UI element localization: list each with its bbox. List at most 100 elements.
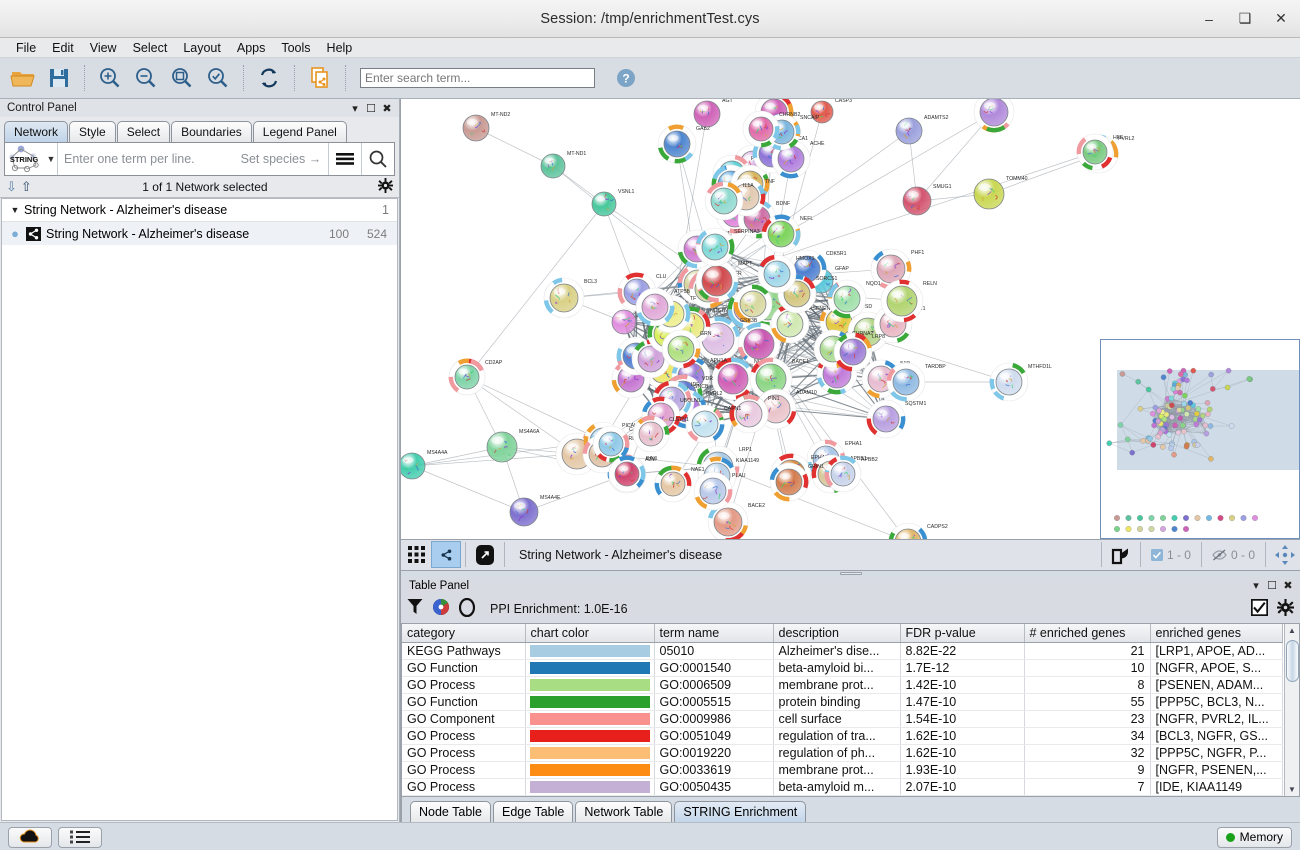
hamburger-icon[interactable] [329, 143, 361, 175]
network-node[interactable]: ADAMTS2 [895, 115, 949, 145]
network-node[interactable]: BACE2 [707, 501, 765, 540]
network-node[interactable]: APOA1 [973, 99, 1031, 133]
network-node[interactable]: MAPT [695, 259, 753, 303]
network-node[interactable]: HFE [1076, 133, 1124, 171]
tab-select[interactable]: Select [116, 121, 171, 142]
menu-apps[interactable]: Apps [236, 40, 266, 55]
menu-edit[interactable]: Edit [52, 40, 74, 55]
menu-layout[interactable]: Layout [183, 40, 221, 55]
node-circle[interactable] [839, 338, 867, 366]
node-circle[interactable] [892, 368, 920, 396]
network-tree-group-row[interactable]: ▼ String Network - Alzheimer's disease 1 [2, 199, 397, 222]
menu-file[interactable]: File [16, 40, 37, 55]
node-circle[interactable] [701, 265, 733, 297]
memory-status-button[interactable]: Memory [1216, 826, 1292, 848]
node-circle[interactable] [598, 431, 624, 457]
network-node[interactable]: IL1A [704, 181, 754, 221]
string-term-input[interactable]: Enter one term per line. Set species → [58, 152, 328, 166]
maximize-icon[interactable]: ❑ [1238, 10, 1252, 26]
table-panel-dropdown-icon[interactable]: ▾ [1253, 580, 1259, 592]
col-chart-color[interactable]: chart color [525, 623, 655, 643]
network-canvas[interactable]: MT-ND2 MT-ND1 VSNL1 CD2AP MS4A6A MS4A4A MS4A4E… [400, 99, 1300, 541]
network-node[interactable]: NOTCH1 [711, 357, 775, 401]
table-vertical-scrollbar[interactable]: ▲ ▼ [1284, 623, 1299, 796]
zoom-selected-icon[interactable] [201, 61, 235, 95]
col-enriched-genes[interactable]: enriched genes [1150, 623, 1283, 643]
network-graph[interactable]: MT-ND2 MT-ND1 VSNL1 CD2AP MS4A6A MS4A4A MS4A4E… [401, 99, 1300, 540]
node-circle[interactable] [549, 283, 579, 313]
node-circle[interactable] [979, 99, 1009, 127]
node-circle[interactable] [739, 290, 767, 318]
network-node[interactable]: MS4A4A [401, 450, 448, 480]
menu-view[interactable]: View [89, 40, 117, 55]
menu-select[interactable]: Select [132, 40, 168, 55]
network-node[interactable]: PLAU [693, 471, 746, 511]
network-node[interactable]: SERPINA3 [695, 227, 760, 267]
network-node[interactable]: RELN [880, 279, 937, 323]
string-species-caret-icon[interactable]: ▼ [46, 154, 56, 164]
node-circle[interactable] [833, 285, 861, 313]
table-row[interactable]: GO Process GO:0050435 beta-amyloid m... 2.0… [402, 778, 1283, 796]
table-panel-float-icon[interactable]: ☐ [1267, 580, 1277, 592]
panel-float-icon[interactable]: ☐ [366, 102, 376, 115]
panel-dropdown-icon[interactable]: ▾ [352, 102, 358, 115]
network-node[interactable]: TARDBP [886, 362, 946, 402]
table-row[interactable]: GO Function GO:0005515 protein binding 1.47… [402, 693, 1283, 711]
panel-close-icon[interactable]: ✖ [382, 102, 392, 115]
node-circle[interactable] [591, 191, 617, 217]
network-node[interactable]: GRN [661, 329, 712, 369]
network-node[interactable]: BCL3 [543, 277, 597, 319]
col-num-enriched-genes[interactable]: # enriched genes [1024, 623, 1151, 643]
network-node[interactable]: NEFL [761, 214, 813, 254]
donut-chart-icon[interactable] [458, 597, 476, 620]
node-circle[interactable] [743, 328, 775, 360]
overview-viewport-rect[interactable] [1117, 370, 1299, 471]
tab-network-table[interactable]: Network Table [575, 801, 673, 822]
selected-nodes-counter[interactable]: 1 - 0 [1145, 548, 1197, 562]
node-circle[interactable] [735, 400, 763, 428]
set-species-link[interactable]: Set species → [240, 152, 322, 166]
cloud-icon[interactable] [8, 826, 52, 848]
network-node[interactable]: CLSTN1 [632, 415, 689, 453]
node-circle[interactable] [699, 477, 727, 505]
table-panel-close-icon[interactable]: ✖ [1283, 580, 1293, 592]
table-row[interactable]: GO Component GO:0009986 cell surface 1.54E-… [402, 710, 1283, 728]
open-folder-icon[interactable] [6, 61, 40, 95]
search-input[interactable]: Enter search term... [360, 68, 595, 88]
settings-gear-icon[interactable] [378, 177, 393, 196]
close-icon[interactable]: ✕ [1275, 10, 1287, 26]
magnifier-icon[interactable] [362, 143, 394, 175]
col-fdr-p-value[interactable]: FDR p-value [900, 623, 1025, 643]
export-network-icon[interactable] [303, 61, 337, 95]
table-row[interactable]: KEGG Pathways 05010 Alzheimer's dise... 8.8… [402, 642, 1283, 660]
detach-view-icon[interactable] [470, 541, 500, 568]
network-node[interactable]: CASP3 [810, 99, 852, 124]
table-row[interactable]: GO Process GO:0051049 regulation of tra...… [402, 727, 1283, 745]
network-node[interactable]: AGT [693, 99, 733, 128]
table-row[interactable]: GO Process GO:0006509 membrane prot... 1.42… [402, 676, 1283, 694]
tab-style[interactable]: Style [69, 121, 116, 142]
node-circle[interactable] [667, 335, 695, 363]
tab-edge-table[interactable]: Edge Table [493, 801, 574, 822]
col-description[interactable]: description [773, 623, 901, 643]
node-circle[interactable] [486, 431, 518, 463]
node-circle[interactable] [454, 364, 480, 390]
node-circle[interactable] [691, 410, 719, 438]
network-node[interactable]: MME [611, 307, 651, 335]
node-circle[interactable] [830, 461, 856, 487]
color-chart-icon[interactable] [432, 598, 450, 619]
scroll-down-arrow-icon[interactable]: ▼ [1288, 784, 1296, 794]
node-circle[interactable] [876, 254, 906, 284]
network-node[interactable]: MS4A6A [486, 429, 540, 463]
collapse-all-icon[interactable]: ⇩ [6, 178, 17, 194]
network-node[interactable]: CAPN1 [685, 404, 741, 444]
network-overview-inset[interactable] [1100, 339, 1300, 540]
table-row[interactable]: GO Process GO:0033619 membrane prot... 1.93… [402, 761, 1283, 779]
share-export-icon[interactable] [1106, 541, 1136, 568]
network-node[interactable]: A2M [608, 455, 656, 493]
node-circle[interactable] [638, 421, 664, 447]
tab-legend-panel[interactable]: Legend Panel [252, 121, 347, 142]
minimize-icon[interactable]: – [1205, 10, 1213, 27]
network-node[interactable]: TOMM40 [973, 176, 1028, 210]
help-icon[interactable]: ? [609, 61, 643, 95]
